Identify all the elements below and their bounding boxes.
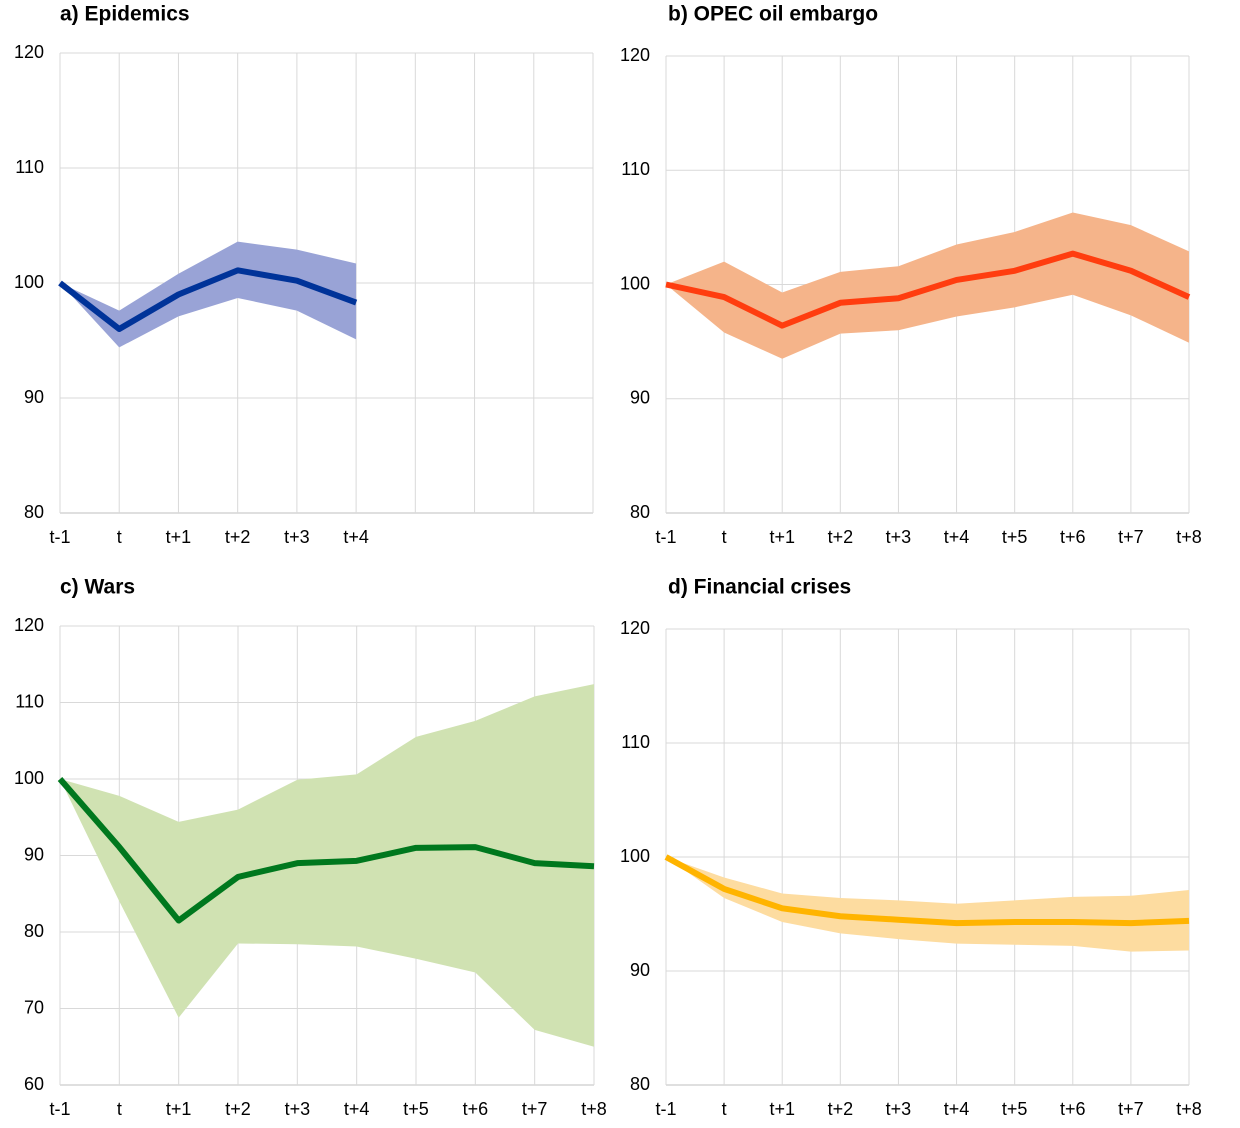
- x-tick-label: t+1: [769, 1099, 795, 1119]
- x-tick-label: t+1: [769, 527, 795, 547]
- x-tick-label: t: [117, 1099, 122, 1119]
- y-tick-label: 110: [15, 157, 44, 177]
- x-tick-label: t+6: [1060, 527, 1086, 547]
- x-tick-label: t+1: [166, 1099, 192, 1119]
- panel-title: c) Wars: [60, 576, 135, 599]
- y-tick-label: 80: [24, 921, 44, 941]
- x-tick-label: t+2: [225, 527, 251, 547]
- x-tick-label: t: [722, 527, 727, 547]
- line: [665, 250, 1191, 329]
- y-tick-label: 100: [14, 272, 44, 292]
- y-tick-label: 100: [14, 768, 44, 788]
- confidence-band: [666, 857, 1189, 952]
- x-tick-label: t+8: [1176, 527, 1202, 547]
- y-tick-label: 120: [14, 615, 44, 635]
- y-tick-label: 120: [620, 45, 650, 65]
- line: [58, 267, 358, 332]
- confidence-band: [60, 241, 357, 348]
- x-tick-label: t+4: [344, 1099, 370, 1119]
- x-tick-label: t+3: [886, 527, 912, 547]
- y-tick-label: 60: [24, 1074, 44, 1094]
- y-tick-label: 80: [24, 502, 44, 522]
- x-tick-label: t-1: [655, 527, 676, 547]
- panel-title: d) Financial crises: [668, 576, 851, 599]
- panel-title: a) Epidemics: [60, 3, 190, 26]
- y-tick-label: 120: [14, 42, 44, 62]
- x-tick-label: t+4: [343, 527, 369, 547]
- line: [664, 854, 1190, 927]
- x-tick-label: t-1: [655, 1099, 676, 1119]
- confidence-band: [666, 212, 1189, 359]
- x-tick-label: t+6: [463, 1099, 489, 1119]
- x-tick-label: t-1: [49, 527, 70, 547]
- y-tick-label: 80: [630, 1074, 650, 1094]
- x-tick-label: t+4: [944, 1099, 970, 1119]
- y-tick-label: 90: [24, 387, 44, 407]
- x-tick-label: t+4: [944, 527, 970, 547]
- confidence-band: [60, 684, 594, 1047]
- x-tick-label: t+7: [1118, 527, 1144, 547]
- x-tick-label: t+5: [1002, 1099, 1028, 1119]
- x-tick-label: t+2: [828, 527, 854, 547]
- x-tick-label: t-1: [49, 1099, 70, 1119]
- y-tick-label: 100: [620, 846, 650, 866]
- x-tick-label: t+5: [1002, 527, 1028, 547]
- y-tick-label: 110: [15, 691, 44, 711]
- x-tick-label: t+5: [403, 1099, 429, 1119]
- x-tick-label: t+3: [886, 1099, 912, 1119]
- y-tick-label: 90: [630, 960, 650, 980]
- x-tick-label: t+3: [284, 527, 310, 547]
- x-tick-label: t+7: [522, 1099, 548, 1119]
- x-tick-label: t+8: [581, 1099, 607, 1119]
- y-tick-label: 90: [630, 388, 650, 408]
- y-tick-label: 90: [24, 844, 44, 864]
- y-tick-label: 100: [620, 273, 650, 293]
- x-tick-label: t: [117, 527, 122, 547]
- y-tick-label: 110: [621, 159, 650, 179]
- x-tick-label: t+3: [285, 1099, 311, 1119]
- panel-title: b) OPEC oil embargo: [668, 3, 878, 26]
- y-tick-label: 120: [620, 618, 650, 638]
- y-tick-label: 110: [621, 732, 650, 752]
- y-tick-label: 70: [24, 997, 44, 1017]
- x-tick-label: t+1: [166, 527, 192, 547]
- line: [57, 777, 595, 924]
- x-tick-label: t+7: [1118, 1099, 1144, 1119]
- y-tick-label: 80: [630, 502, 650, 522]
- x-tick-label: t+2: [828, 1099, 854, 1119]
- x-tick-label: t+8: [1176, 1099, 1202, 1119]
- x-tick-label: t+6: [1060, 1099, 1086, 1119]
- x-tick-label: t+2: [225, 1099, 251, 1119]
- x-tick-label: t: [722, 1099, 727, 1119]
